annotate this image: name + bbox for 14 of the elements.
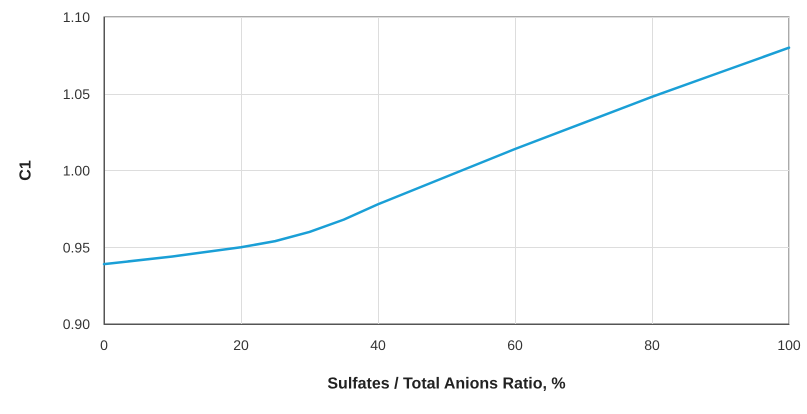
- y-axis-title: C1: [18, 160, 34, 181]
- y-tick-label: 1.05: [62, 86, 90, 102]
- y-tick-label: 1.10: [62, 9, 90, 25]
- x-tick-label: 100: [777, 337, 801, 353]
- line-series: [102, 46, 790, 266]
- y-tick-label: 1.00: [62, 162, 90, 178]
- x-tick-label: 40: [370, 337, 386, 353]
- x-tick-label: 60: [507, 337, 523, 353]
- x-tick-label: 80: [644, 337, 660, 353]
- y-tick-label: 0.90: [62, 316, 90, 332]
- y-tick-label: 0.95: [62, 239, 90, 256]
- x-axis-title: Sulfates / Total Anions Ratio, %: [327, 376, 566, 392]
- x-tick-label: 20: [233, 337, 249, 353]
- x-tick-label: 0: [100, 337, 108, 353]
